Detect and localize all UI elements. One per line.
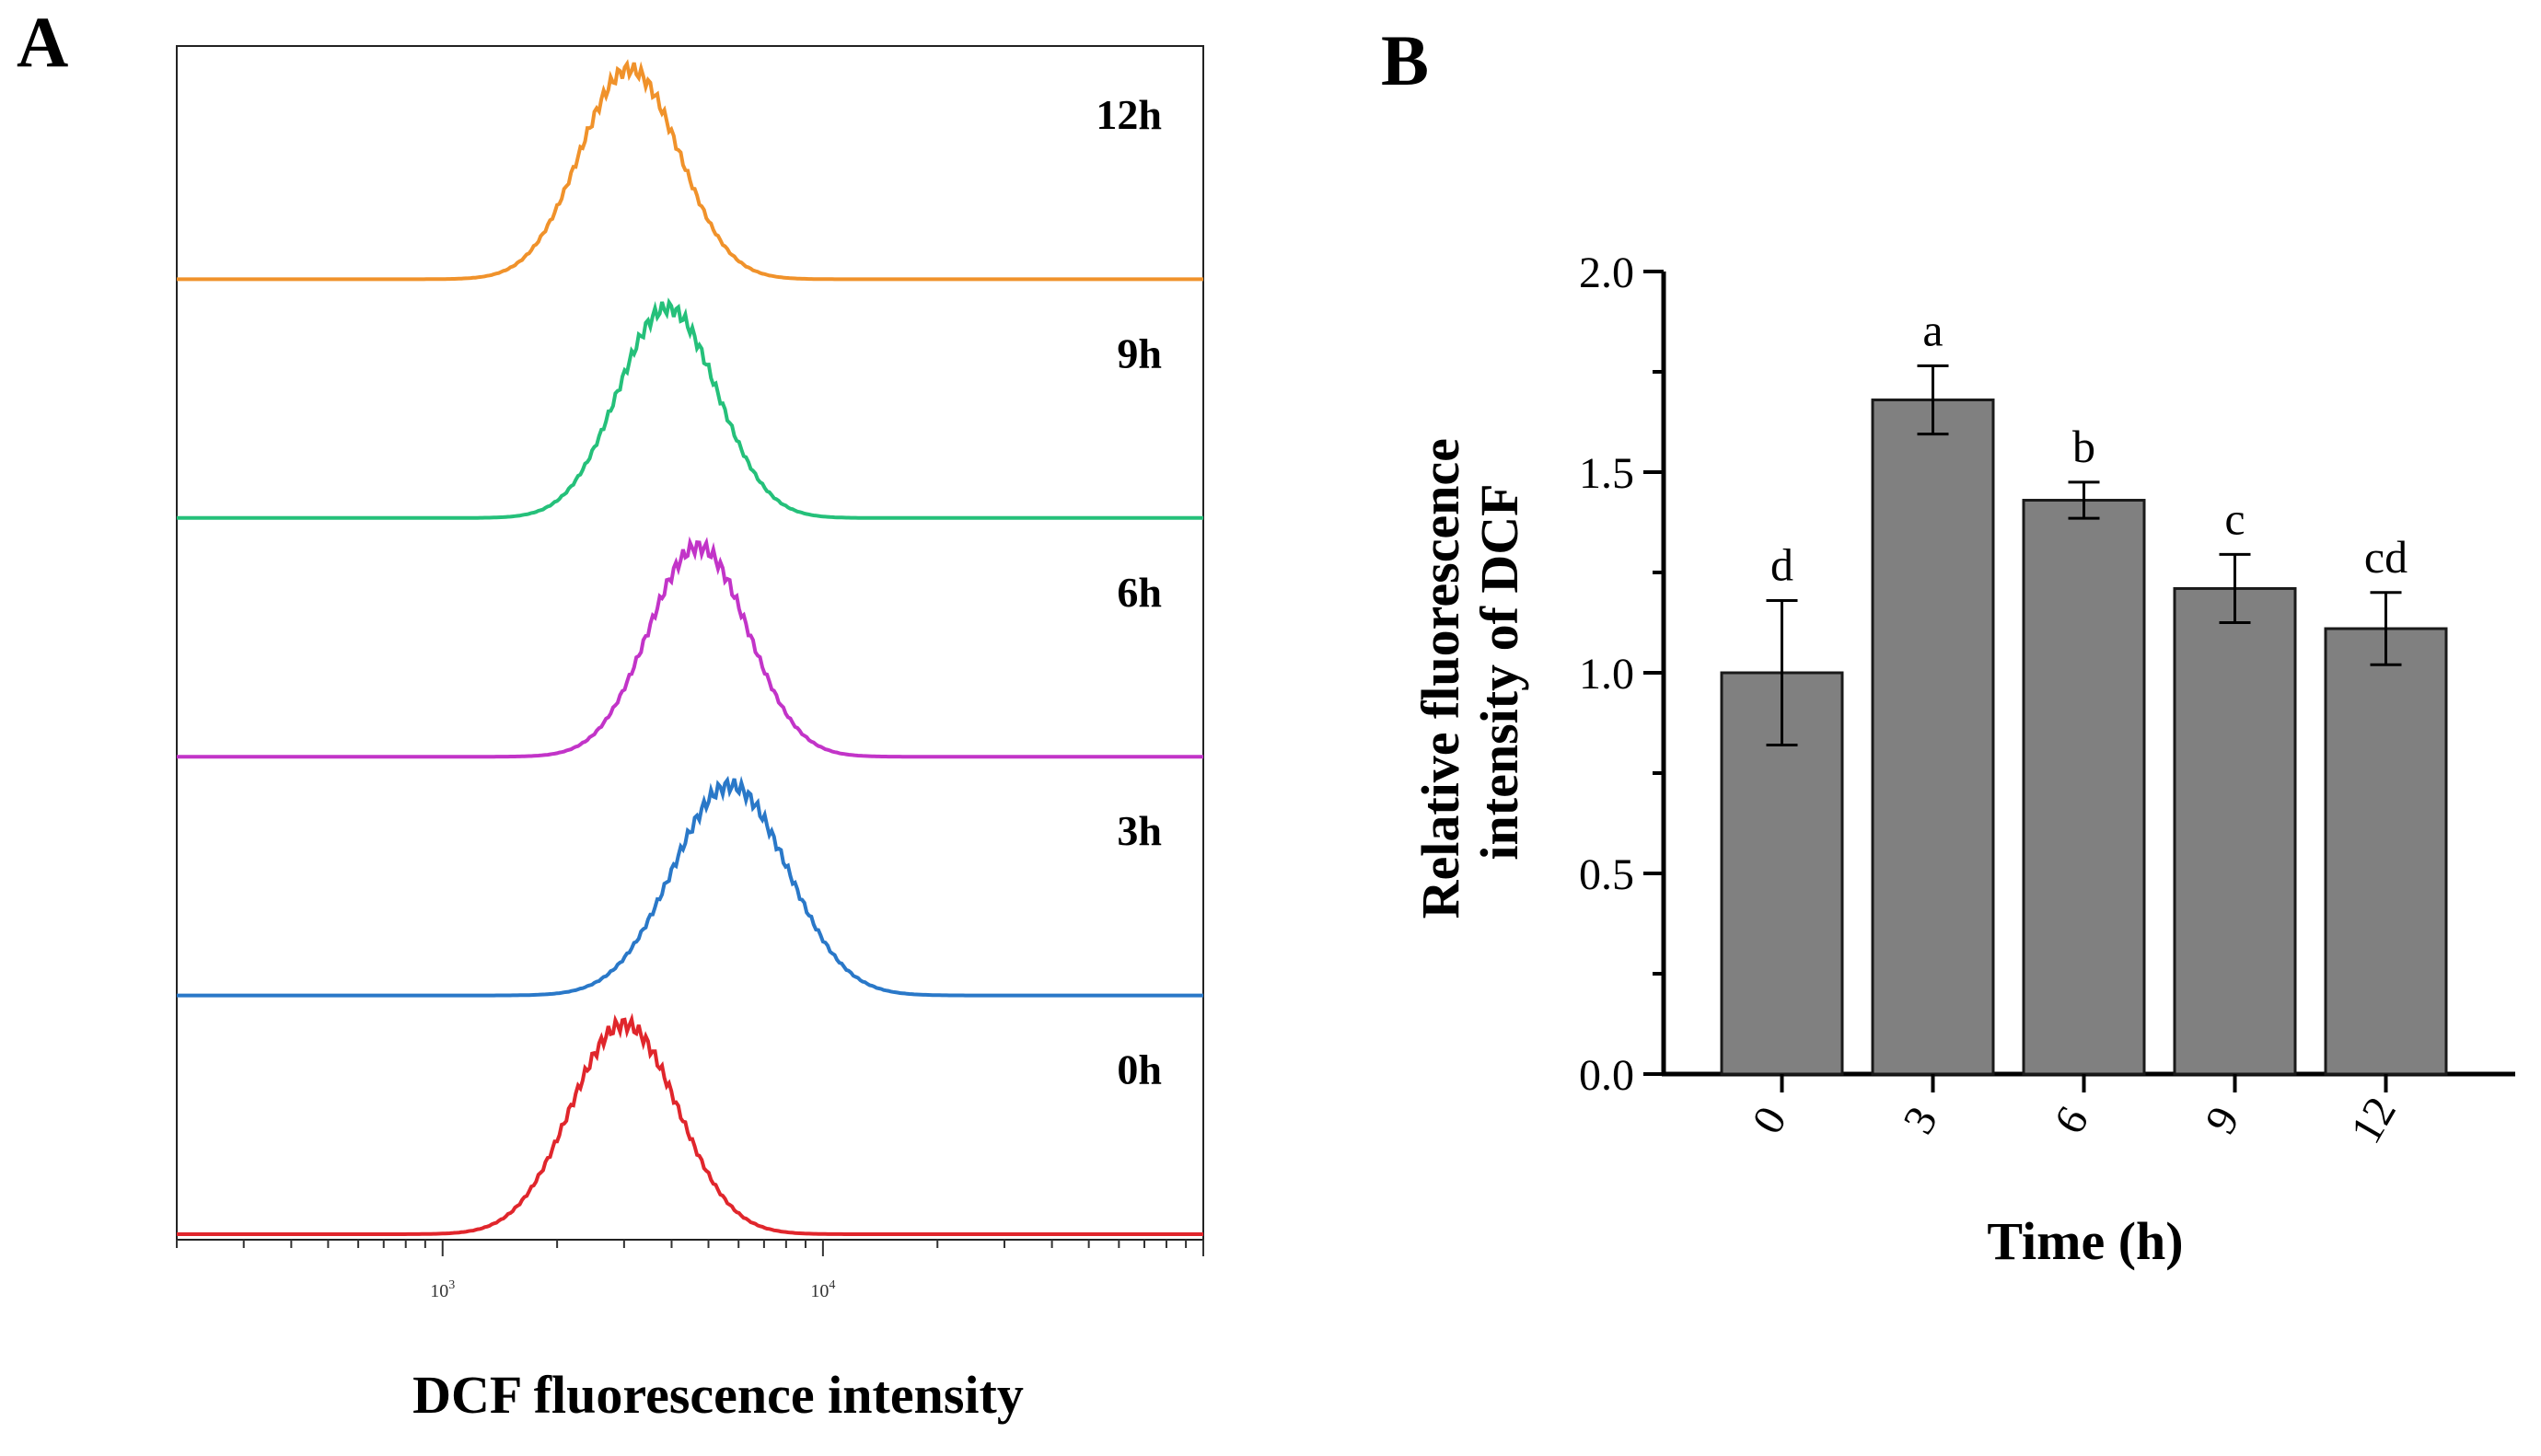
bar-y-tick-label: 0.5	[1579, 850, 1634, 899]
bar-y-axis-title: Relative fluorescence intensity of DCF	[1410, 425, 1529, 919]
significance-label-9: c	[2224, 492, 2245, 544]
histogram-x-tick-label: 103	[430, 1278, 455, 1301]
significance-label-0: d	[1770, 539, 1793, 591]
bar-x-axis-title: Time (h)	[1987, 1211, 2183, 1271]
histogram-curve-0h	[177, 1012, 1203, 1236]
histogram-x-tick-label: 104	[810, 1278, 835, 1301]
histogram-frame	[176, 45, 1204, 1241]
bar-x-tick-label: 6	[2045, 1099, 2098, 1142]
histogram-label-3h: 3h	[1117, 807, 1162, 854]
significance-labels: d a b c cd	[1770, 304, 2408, 590]
panel-b-label: B	[1381, 20, 1429, 100]
histogram-curve-6h	[177, 536, 1203, 759]
bar-x-tick-label: 3	[1894, 1099, 1947, 1142]
histogram-panel: 12h 9h 6h 3h 0h 103 104 DCF fluorescence inte…	[176, 45, 1204, 1425]
histogram-curve-12h	[177, 59, 1203, 282]
bar-9	[2173, 586, 2297, 1076]
bar-6	[2022, 499, 2146, 1076]
bar-y-tick-label: 2.0	[1579, 248, 1634, 297]
bar-y-axis-title-line1: Relative fluorescence	[1410, 438, 1470, 919]
bar-y-ticks: 0.0 0.5 1.0 1.5 2.0	[1579, 248, 1664, 1100]
histogram-label-6h: 6h	[1117, 569, 1162, 616]
bar-chart-panel: 0.0 0.5 1.0 1.5 2.0 d a b c cd 0 3 6 9 12 Time (h) R…	[1410, 248, 2515, 1271]
bar-3	[1871, 399, 1995, 1076]
bars	[1720, 399, 2448, 1076]
histogram-x-tick-labels: 103 104	[430, 1278, 835, 1301]
histogram-curve-9h	[177, 297, 1203, 520]
bar-x-tick-label: 0	[1743, 1099, 1796, 1142]
bar-12	[2324, 627, 2448, 1076]
significance-label-3: a	[1922, 304, 1943, 355]
significance-label-6: b	[2072, 421, 2095, 472]
bar-x-ticks: 0 3 6 9 12	[1743, 1074, 2406, 1151]
bar-y-tick-label: 1.5	[1579, 449, 1634, 498]
histogram-x-axis-title: DCF fluorescence intensity	[412, 1365, 1024, 1425]
significance-label-12: cd	[2364, 531, 2408, 583]
histogram-x-ticks	[176, 1240, 1204, 1256]
histogram-curve-3h	[177, 775, 1203, 998]
histogram-label-9h: 9h	[1117, 329, 1162, 376]
bar-x-tick-label: 9	[2196, 1099, 2249, 1142]
histogram-label-12h: 12h	[1096, 91, 1162, 138]
bar-y-tick-label: 1.0	[1579, 650, 1634, 699]
error-bars	[1766, 364, 2402, 746]
bar-y-tick-label: 0.0	[1579, 1051, 1634, 1100]
bar-y-axis-title-line2: intensity of DCF	[1469, 483, 1529, 860]
histogram-labels: 12h 9h 6h 3h 0h	[1096, 91, 1162, 1093]
histogram-label-0h: 0h	[1117, 1046, 1162, 1093]
panel-a-label: A	[17, 2, 68, 82]
histogram-curves	[177, 59, 1203, 1236]
bar-x-tick-label: 12	[2341, 1089, 2406, 1151]
